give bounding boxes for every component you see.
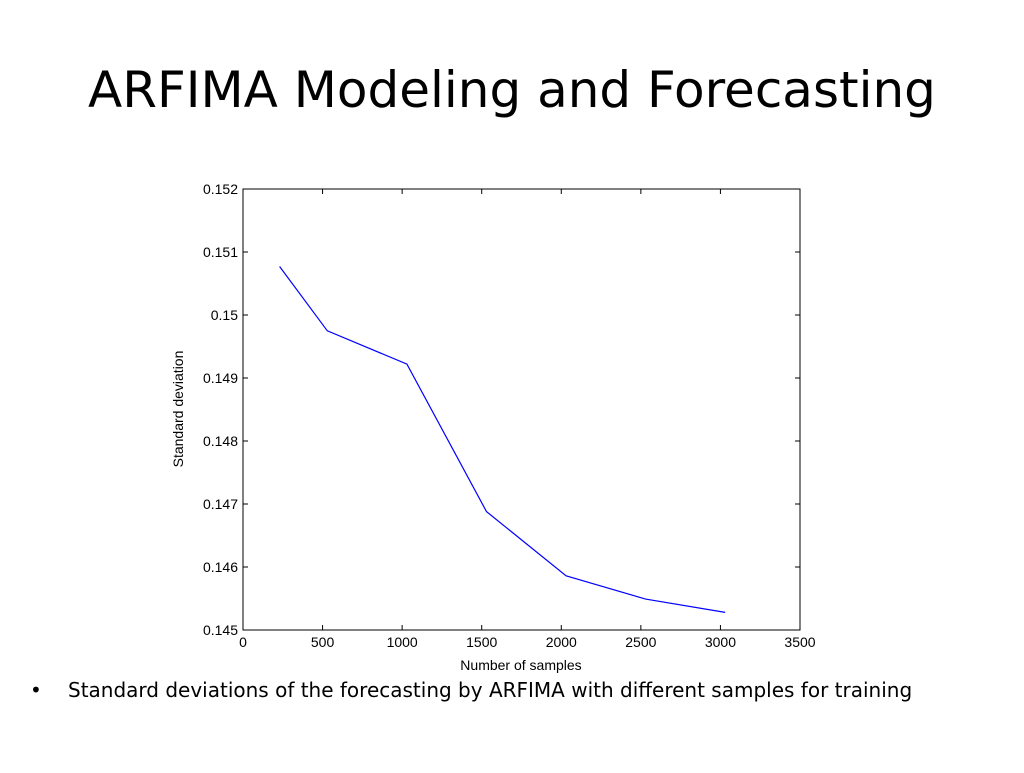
- x-axis-ticks: 0 500 1000 1500 2000 2500 3000 3500: [239, 189, 816, 650]
- series-layer: [279, 266, 726, 613]
- x-tick-label: 3000: [705, 634, 736, 650]
- y-tick-label: 0.145: [203, 622, 238, 638]
- series-line: [279, 266, 726, 613]
- y-tick-label: 0.149: [203, 370, 238, 386]
- x-tick-label: 2000: [546, 634, 577, 650]
- x-tick-label: 1500: [466, 634, 497, 650]
- bullet-text: Standard deviations of the forecasting b…: [68, 678, 913, 702]
- y-axis-label: Standard deviation: [170, 351, 186, 468]
- x-tick-label: 1000: [387, 634, 418, 650]
- slide-title: ARFIMA Modeling and Forecasting: [88, 61, 936, 119]
- y-tick-label: 0.146: [203, 559, 238, 575]
- y-tick-label: 0.15: [211, 307, 238, 323]
- y-tick-label: 0.151: [203, 244, 238, 260]
- plot-area: [242, 188, 801, 631]
- bullet-marker: •: [30, 678, 42, 702]
- y-axis-ticks: 0.145 0.146 0.147 0.148 0.149 0.15 0.151 0.152: [203, 181, 800, 638]
- y-tick-label: 0.148: [203, 433, 238, 449]
- x-tick-label: 2500: [625, 634, 656, 650]
- x-tick-label: 0: [239, 634, 247, 650]
- x-axis-label: Number of samples: [460, 657, 581, 673]
- x-tick-label: 500: [311, 634, 335, 650]
- y-tick-label: 0.152: [203, 181, 238, 197]
- bullet-item: • Standard deviations of the forecasting …: [30, 676, 990, 704]
- y-tick-label: 0.147: [203, 496, 238, 512]
- x-tick-label: 3500: [784, 634, 815, 650]
